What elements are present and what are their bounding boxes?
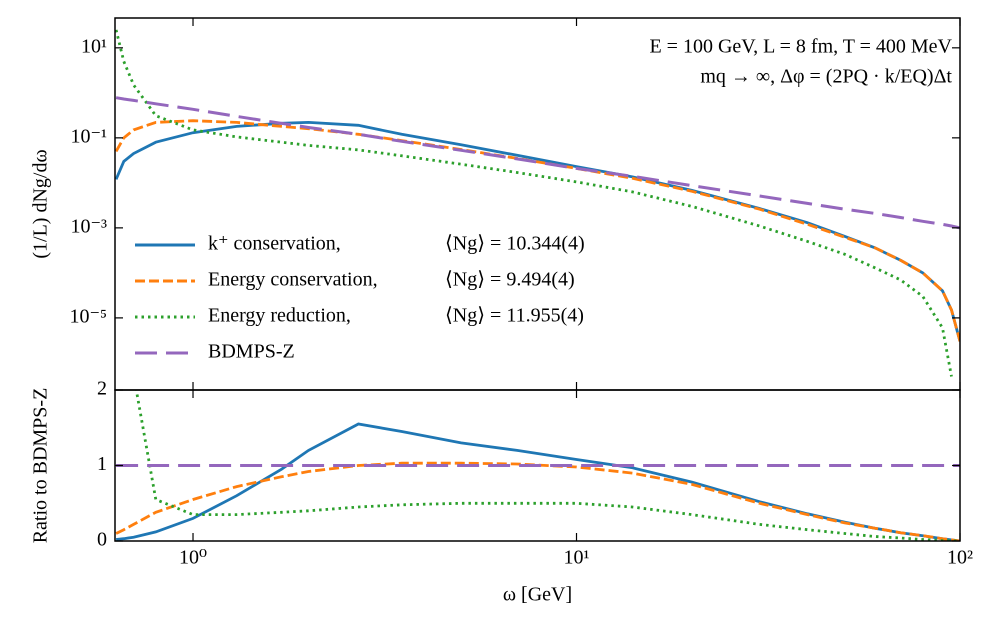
legend-label: k⁺ conservation, [208, 233, 341, 255]
legend-mean: ⟨Ng⟩ = 11.955(4) [445, 305, 584, 327]
y-axis-label: (1/L) dNg/dω [30, 149, 52, 258]
plot-area [115, 390, 960, 541]
y-tick-label: 0 [97, 529, 107, 551]
plot-area [115, 29, 960, 377]
x-tick-label: 10² [947, 547, 973, 569]
legend-label: Energy reduction, [208, 305, 351, 327]
y-tick-label: 10⁻³ [70, 215, 107, 237]
y-tick-label: 2 [97, 378, 107, 400]
series-line [115, 29, 953, 377]
annotation: mq → ∞, Δφ = (2PQ · k/EQ)Δt [700, 66, 952, 88]
y-tick-label: 1 [97, 453, 107, 475]
series-line [115, 119, 960, 342]
y-tick-label: 10¹ [81, 35, 107, 57]
x-axis-label: ω [GeV] [503, 584, 572, 606]
y-axis-label: Ratio to BDMPS-Z [30, 388, 52, 544]
x-tick-label: 10¹ [564, 547, 590, 569]
annotation: E = 100 GeV, L = 8 fm, T = 400 MeV [649, 36, 952, 58]
x-tick-label: 10⁰ [179, 547, 207, 569]
legend-label: BDMPS-Z [208, 341, 295, 363]
series-line [115, 96, 960, 230]
legend-label: Energy conservation, [208, 269, 378, 291]
legend-mean: ⟨Ng⟩ = 9.494(4) [445, 269, 575, 291]
series-line [115, 422, 960, 541]
y-tick-label: 10⁻¹ [70, 125, 107, 147]
series-line [134, 390, 960, 541]
legend-mean: ⟨Ng⟩ = 10.344(4) [445, 233, 585, 255]
y-tick-label: 10⁻⁵ [69, 305, 107, 327]
series-line [115, 461, 960, 541]
